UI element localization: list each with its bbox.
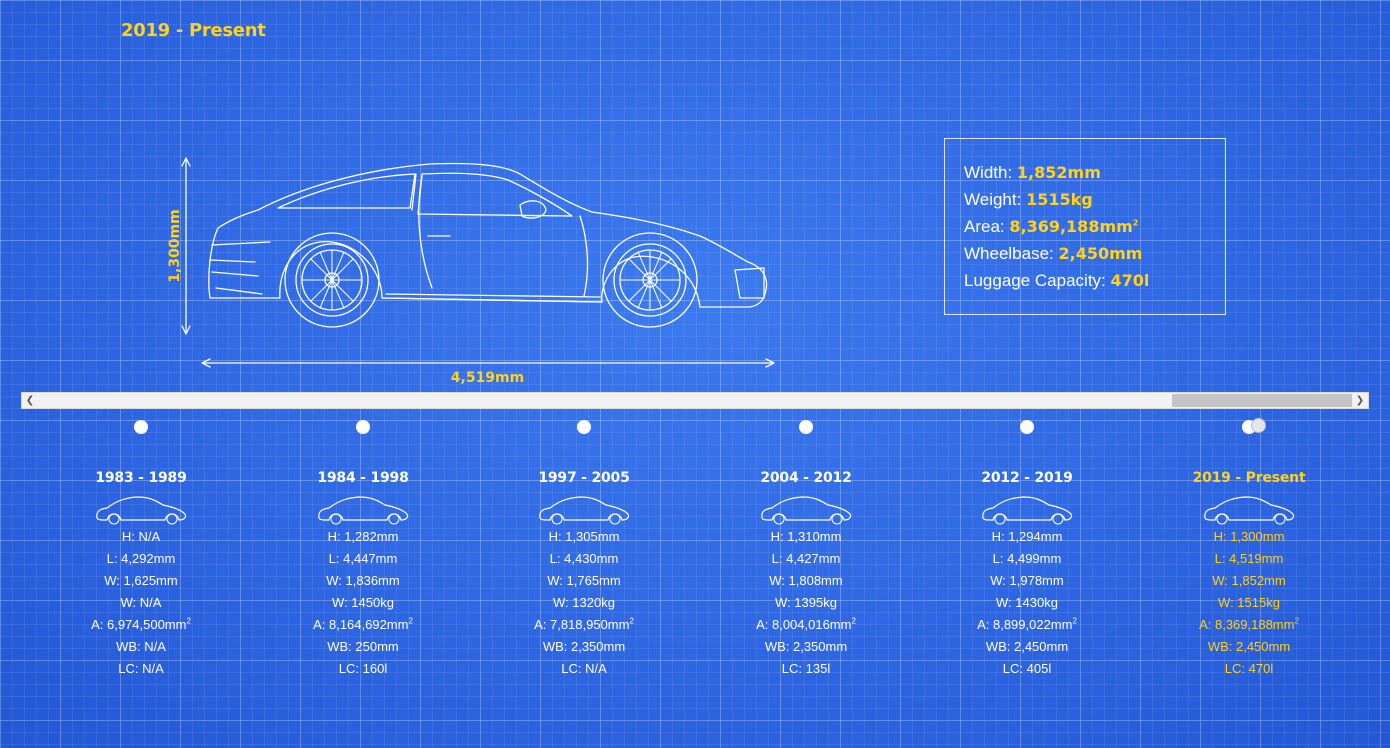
spec-height: H: 1,282mm bbox=[327, 529, 399, 544]
spec-height: H: 1,294mm bbox=[991, 529, 1063, 544]
generation-specs: H: 1,310mm L: 4,427mm W: 1,808mm W: 1395… bbox=[695, 526, 917, 680]
spec-weight: W: N/A bbox=[120, 595, 162, 610]
spec-luggage: LC: N/A bbox=[561, 661, 607, 676]
generation-specs: H: 1,300mm L: 4,519mm W: 1,852mm W: 1515… bbox=[1138, 526, 1360, 680]
spec-height: H: 1,310mm bbox=[770, 529, 842, 544]
spec-length: L: 4,447mm bbox=[328, 551, 398, 566]
spec-weight: W: 1395kg bbox=[775, 595, 837, 610]
spec-label: Area: bbox=[964, 217, 1010, 236]
scrollbar-thumb[interactable] bbox=[1172, 394, 1352, 407]
chevron-right-icon[interactable]: ❯ bbox=[1355, 395, 1365, 406]
height-dimension-label: 1,300mm bbox=[167, 209, 183, 283]
spec-wheelbase: WB: 250mm bbox=[327, 639, 399, 654]
generation-years: 1983 - 1989 bbox=[95, 470, 187, 486]
spec-width: W: 1,852mm bbox=[1212, 573, 1286, 588]
timeline-dot[interactable] bbox=[356, 420, 370, 434]
spec-width: W: 1,836mm bbox=[326, 573, 400, 588]
timeline-dot[interactable] bbox=[799, 420, 813, 434]
generation-item[interactable]: 2004 - 2012 H: 1,310mm L: 4,427mm W: 1,8… bbox=[695, 418, 917, 680]
spec-width: W: 1,808mm bbox=[769, 573, 843, 588]
spec-area: A: 6,974,500mm2 bbox=[91, 616, 191, 632]
chevron-left-icon[interactable]: ❮ bbox=[25, 395, 35, 406]
spec-width: W: 1,625mm bbox=[104, 573, 178, 588]
timeline-dot[interactable] bbox=[134, 420, 148, 434]
spec-area: A: 8,004,016mm2 bbox=[756, 616, 856, 632]
generation-specs: H: N/A L: 4,292mm W: 1,625mm W: N/A A: 6… bbox=[30, 526, 252, 680]
generation-specs: H: 1,305mm L: 4,430mm W: 1,765mm W: 1320… bbox=[473, 526, 695, 680]
length-dimension-label: 4,519mm bbox=[450, 370, 525, 386]
spec-wheelbase: WB: 2,350mm bbox=[764, 639, 848, 654]
spec-weight: Weight: 1515kg bbox=[964, 186, 1225, 213]
spec-luggage: LC: 160l bbox=[338, 661, 388, 676]
spec-length: L: 4,499mm bbox=[992, 551, 1062, 566]
spec-length: L: 4,292mm bbox=[106, 551, 176, 566]
spec-luggage: LC: 405l bbox=[1002, 661, 1052, 676]
spec-wheelbase: WB: 2,450mm bbox=[1207, 639, 1291, 654]
generation-years: 2004 - 2012 bbox=[760, 470, 852, 486]
spec-weight: W: 1450kg bbox=[332, 595, 394, 610]
spec-width: Width: 1,852mm bbox=[964, 159, 1225, 186]
car-silhouette-icon bbox=[982, 496, 1073, 525]
spec-wheelbase: Wheelbase: 2,450mm bbox=[964, 240, 1225, 267]
generation-item[interactable]: 1997 - 2005 H: 1,305mm L: 4,430mm W: 1,7… bbox=[473, 418, 695, 680]
generation-timeline: 1983 - 1989 H: N/A L: 4,292mm W: 1,625mm… bbox=[30, 418, 1370, 738]
spec-wheelbase: WB: 2,350mm bbox=[542, 639, 626, 654]
spec-value: 1515kg bbox=[1026, 190, 1093, 209]
spec-height: H: N/A bbox=[121, 529, 161, 544]
timeline-dot[interactable] bbox=[1020, 420, 1034, 434]
spec-width: W: 1,765mm bbox=[547, 573, 621, 588]
generation-years: 2012 - 2019 bbox=[981, 470, 1073, 486]
timeline-dot-active[interactable] bbox=[1242, 418, 1266, 434]
spec-height: H: 1,300mm bbox=[1213, 529, 1285, 544]
spec-luggage: LC: N/A bbox=[118, 661, 164, 676]
generation-specs: H: 1,282mm L: 4,447mm W: 1,836mm W: 1450… bbox=[252, 526, 474, 680]
spec-area: A: 8,899,022mm2 bbox=[977, 616, 1077, 632]
spec-area: A: 8,369,188mm2 bbox=[1199, 616, 1299, 632]
spec-wheelbase: WB: N/A bbox=[116, 639, 166, 654]
spec-label: Luggage Capacity: bbox=[964, 271, 1111, 290]
spec-luggage: Luggage Capacity: 470l bbox=[964, 267, 1225, 294]
spec-weight: W: 1430kg bbox=[996, 595, 1058, 610]
timeline-dot[interactable] bbox=[577, 420, 591, 434]
generation-years: 2019 - Present bbox=[1192, 470, 1306, 486]
generation-years: 1997 - 2005 bbox=[538, 470, 630, 486]
generation-item[interactable]: 1984 - 1998 H: 1,282mm L: 4,447mm W: 1,8… bbox=[252, 418, 474, 680]
spec-label: Weight: bbox=[964, 190, 1027, 209]
spec-wheelbase: WB: 2,450mm bbox=[985, 639, 1069, 654]
page-title: 2019 - Present bbox=[121, 20, 266, 41]
car-blueprint-drawing bbox=[181, 157, 775, 368]
generation-item-active[interactable]: 2019 - Present H: 1,300mm L: 4,519mm W: … bbox=[1138, 418, 1360, 680]
spec-length: L: 4,430mm bbox=[549, 551, 619, 566]
generation-item[interactable]: 1983 - 1989 H: N/A L: 4,292mm W: 1,625mm… bbox=[30, 418, 252, 680]
spec-luggage: LC: 135l bbox=[781, 661, 831, 676]
spec-luggage: LC: 470l bbox=[1224, 661, 1274, 676]
generation-years: 1984 - 1998 bbox=[317, 470, 409, 486]
spec-label: Wheelbase: bbox=[964, 244, 1059, 263]
spec-value: 1,852mm bbox=[1016, 163, 1101, 182]
car-silhouette-icon bbox=[1204, 496, 1295, 525]
spec-label: Width: bbox=[964, 163, 1017, 182]
timeline-scrollbar[interactable]: ❮ ❯ bbox=[21, 392, 1369, 409]
generation-specs: H: 1,294mm L: 4,499mm W: 1,978mm W: 1430… bbox=[916, 526, 1138, 680]
spec-box: Width: 1,852mm Weight: 1515kg Area: 8,36… bbox=[944, 138, 1226, 315]
spec-value: 2,450mm bbox=[1058, 244, 1143, 263]
spec-area: Area: 8,369,188mm2 bbox=[964, 213, 1225, 240]
spec-weight: W: 1515kg bbox=[1218, 595, 1280, 610]
spec-height: H: 1,305mm bbox=[548, 529, 620, 544]
car-silhouette-icon bbox=[761, 496, 852, 525]
car-silhouette-icon bbox=[318, 496, 409, 525]
spec-area: A: 7,818,950mm2 bbox=[534, 616, 634, 632]
spec-length: L: 4,519mm bbox=[1214, 551, 1284, 566]
generation-item[interactable]: 2012 - 2019 H: 1,294mm L: 4,499mm W: 1,9… bbox=[916, 418, 1138, 680]
spec-width: W: 1,978mm bbox=[990, 573, 1064, 588]
spec-weight: W: 1320kg bbox=[553, 595, 615, 610]
spec-value: 8,369,188mm2 bbox=[1009, 217, 1139, 236]
spec-length: L: 4,427mm bbox=[771, 551, 841, 566]
car-silhouette-icon bbox=[539, 496, 630, 525]
slider-handle[interactable] bbox=[1251, 418, 1266, 433]
car-silhouette-icon bbox=[96, 496, 187, 525]
spec-area: A: 8,164,692mm2 bbox=[313, 616, 413, 632]
spec-value: 470l bbox=[1110, 271, 1150, 290]
